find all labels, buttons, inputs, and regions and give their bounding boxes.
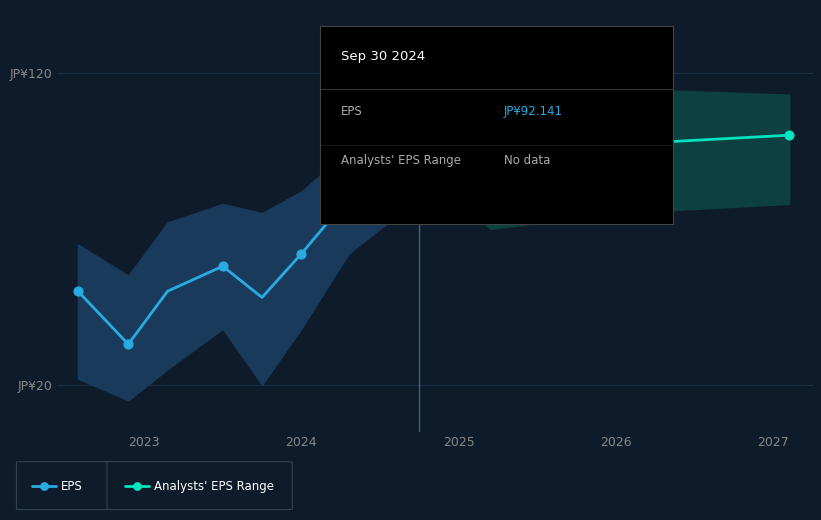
Text: JP¥92.141: JP¥92.141 <box>504 105 562 118</box>
Point <box>122 340 135 348</box>
Text: Analysts' EPS Range: Analysts' EPS Range <box>154 479 274 493</box>
Point <box>38 482 51 490</box>
Text: Analysts Forecasts: Analysts Forecasts <box>435 45 545 58</box>
Point <box>295 250 308 258</box>
FancyBboxPatch shape <box>16 462 111 510</box>
Text: EPS: EPS <box>342 105 363 118</box>
Point <box>413 156 426 164</box>
Point <box>484 150 497 158</box>
Text: Analysts' EPS Range: Analysts' EPS Range <box>342 154 461 167</box>
Text: Actual: Actual <box>367 45 404 58</box>
Text: Sep 30 2024: Sep 30 2024 <box>342 50 425 63</box>
FancyBboxPatch shape <box>107 462 292 510</box>
Point <box>782 131 796 139</box>
Text: No data: No data <box>504 154 550 167</box>
Text: EPS: EPS <box>62 479 83 493</box>
Point <box>131 482 144 490</box>
Point <box>609 140 622 149</box>
Point <box>216 262 229 270</box>
Point <box>413 156 426 164</box>
Point <box>71 287 85 295</box>
